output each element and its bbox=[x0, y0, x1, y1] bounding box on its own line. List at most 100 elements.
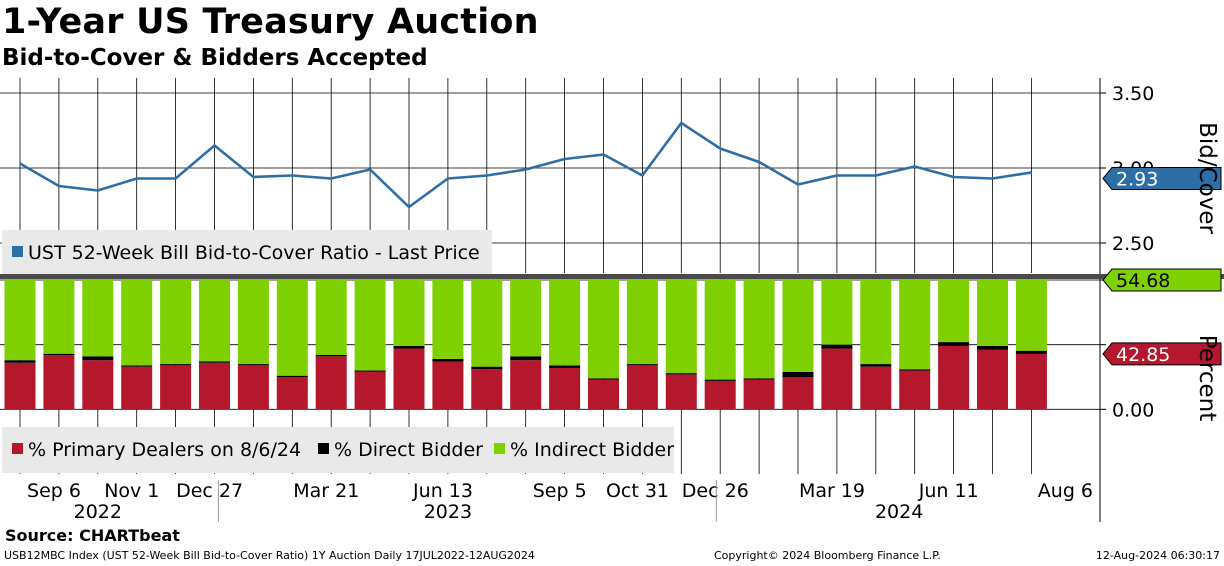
bar-indirect-bidder bbox=[199, 280, 230, 362]
indirect-tag-shape bbox=[1102, 268, 1222, 292]
x-date-label: Nov 1 bbox=[104, 480, 159, 502]
bar-indirect-bidder bbox=[43, 280, 75, 354]
x-date-label: Oct 31 bbox=[606, 480, 669, 502]
source-note: Source: CHARTbeat bbox=[5, 526, 180, 545]
panel-divider bbox=[0, 274, 1224, 279]
bar-indirect-bidder bbox=[626, 280, 658, 365]
bar-direct-bidder bbox=[782, 371, 814, 377]
x-date-label: Sep 5 bbox=[533, 480, 587, 502]
bar-primary-dealers bbox=[432, 361, 464, 410]
top-ytick-label: 2.50 bbox=[1112, 233, 1154, 255]
bar-indirect-bidder bbox=[160, 280, 192, 365]
primary-tag-shape bbox=[1102, 342, 1222, 366]
bar-direct-bidder bbox=[276, 375, 308, 377]
bar-primary-dealers bbox=[82, 360, 114, 410]
bottom-ytick-label: 0.00 bbox=[1112, 399, 1154, 421]
bottom-legend-label: % Primary Dealers on 8/6/24 bbox=[28, 439, 301, 461]
bar-indirect-bidder bbox=[588, 280, 619, 379]
bar-direct-bidder bbox=[938, 342, 970, 346]
bar-direct-bidder bbox=[626, 364, 658, 366]
primary-tag-label: 42.85 bbox=[1116, 344, 1170, 366]
bar-primary-dealers bbox=[160, 365, 192, 410]
bar-primary-dealers bbox=[704, 380, 736, 410]
bid-to-cover-line bbox=[19, 121, 1032, 209]
top-ytick-label: 3.50 bbox=[1112, 83, 1154, 105]
bar-indirect-bidder bbox=[432, 280, 464, 359]
bar-direct-bidder bbox=[4, 360, 36, 363]
bar-indirect-bidder bbox=[977, 280, 1008, 346]
bar-indirect-bidder bbox=[315, 280, 347, 356]
x-year-label: 2024 bbox=[875, 501, 923, 523]
bar-indirect-bidder bbox=[510, 280, 542, 357]
bar-direct-bidder bbox=[860, 364, 892, 367]
bar-primary-dealers bbox=[510, 360, 542, 410]
x-date-label: Mar 21 bbox=[293, 480, 359, 502]
x-date-label: Dec 27 bbox=[176, 480, 243, 502]
bar-indirect-bidder bbox=[665, 280, 697, 374]
bar-direct-bidder bbox=[821, 344, 853, 349]
bar-indirect-bidder bbox=[276, 280, 308, 376]
bar-direct-bidder bbox=[510, 356, 542, 361]
bar-primary-dealers bbox=[782, 377, 814, 410]
bar-indirect-bidder bbox=[121, 280, 153, 366]
bar-indirect-bidder bbox=[471, 280, 503, 367]
bar-indirect-bidder bbox=[393, 280, 425, 346]
footer-copyright: Copyright© 2024 Bloomberg Finance L.P. bbox=[714, 549, 941, 562]
bar-direct-bidder bbox=[704, 379, 736, 381]
top-axis-title: Bid/Cover bbox=[1194, 122, 1220, 234]
bar-primary-dealers bbox=[977, 349, 1008, 410]
bar-primary-dealers bbox=[276, 377, 308, 410]
bar-direct-bidder bbox=[393, 345, 425, 349]
chart-subtitle: Bid-to-Cover & Bidders Accepted bbox=[2, 45, 428, 71]
x-date-label: Sep 6 bbox=[27, 480, 81, 502]
x-date-label: Dec 26 bbox=[682, 480, 749, 502]
bar-primary-dealers bbox=[626, 365, 658, 410]
bar-primary-dealers bbox=[43, 355, 75, 410]
bar-direct-bidder bbox=[588, 378, 619, 380]
top-legend-box bbox=[2, 230, 492, 274]
bar-indirect-bidder bbox=[899, 280, 931, 370]
bar-primary-dealers bbox=[237, 365, 269, 410]
bar-indirect-bidder bbox=[938, 280, 970, 343]
bar-indirect-bidder bbox=[237, 280, 269, 365]
bar-direct-bidder bbox=[743, 378, 775, 380]
bar-indirect-bidder bbox=[743, 280, 775, 379]
bottom-legend-swatch bbox=[12, 443, 23, 454]
bar-indirect-bidder bbox=[549, 280, 581, 366]
bar-indirect-bidder bbox=[782, 280, 814, 372]
footer-index-info: USB12MBC Index (UST 52-Week Bill Bid-to-… bbox=[4, 549, 535, 562]
bar-primary-dealers bbox=[549, 367, 581, 410]
bar-direct-bidder bbox=[160, 364, 192, 366]
top-legend-label: UST 52-Week Bill Bid-to-Cover Ratio - La… bbox=[28, 242, 480, 264]
bar-direct-bidder bbox=[549, 365, 581, 368]
bar-direct-bidder bbox=[354, 370, 386, 372]
x-date-label: Jun 13 bbox=[412, 480, 473, 502]
bar-primary-dealers bbox=[743, 379, 775, 410]
bottom-legend-swatch bbox=[494, 443, 505, 454]
x-year-label: 2023 bbox=[424, 501, 472, 523]
bar-primary-dealers bbox=[121, 366, 153, 410]
bar-direct-bidder bbox=[237, 364, 269, 366]
bar-primary-dealers bbox=[393, 348, 425, 410]
bar-indirect-bidder bbox=[1015, 280, 1047, 351]
bar-direct-bidder bbox=[82, 356, 114, 361]
bar-direct-bidder bbox=[199, 361, 230, 363]
bar-indirect-bidder bbox=[821, 280, 853, 345]
bar-indirect-bidder bbox=[354, 280, 386, 371]
last-price-tag-label: 2.93 bbox=[1116, 169, 1158, 191]
x-date-label: Mar 19 bbox=[799, 480, 865, 502]
bottom-legend-label: % Direct Bidder bbox=[334, 439, 483, 461]
bar-primary-dealers bbox=[860, 366, 892, 410]
x-date-label: Aug 6 bbox=[1038, 480, 1093, 502]
bar-direct-bidder bbox=[665, 373, 697, 375]
bar-primary-dealers bbox=[354, 371, 386, 410]
bottom-legend-label: % Indirect Bidder bbox=[510, 439, 674, 461]
bar-direct-bidder bbox=[899, 369, 931, 371]
bar-primary-dealers bbox=[4, 362, 36, 410]
bar-primary-dealers bbox=[1015, 353, 1047, 410]
bar-direct-bidder bbox=[1015, 350, 1047, 354]
bar-indirect-bidder bbox=[860, 280, 892, 365]
bar-direct-bidder bbox=[471, 366, 503, 370]
bottom-legend-swatch bbox=[318, 443, 329, 454]
